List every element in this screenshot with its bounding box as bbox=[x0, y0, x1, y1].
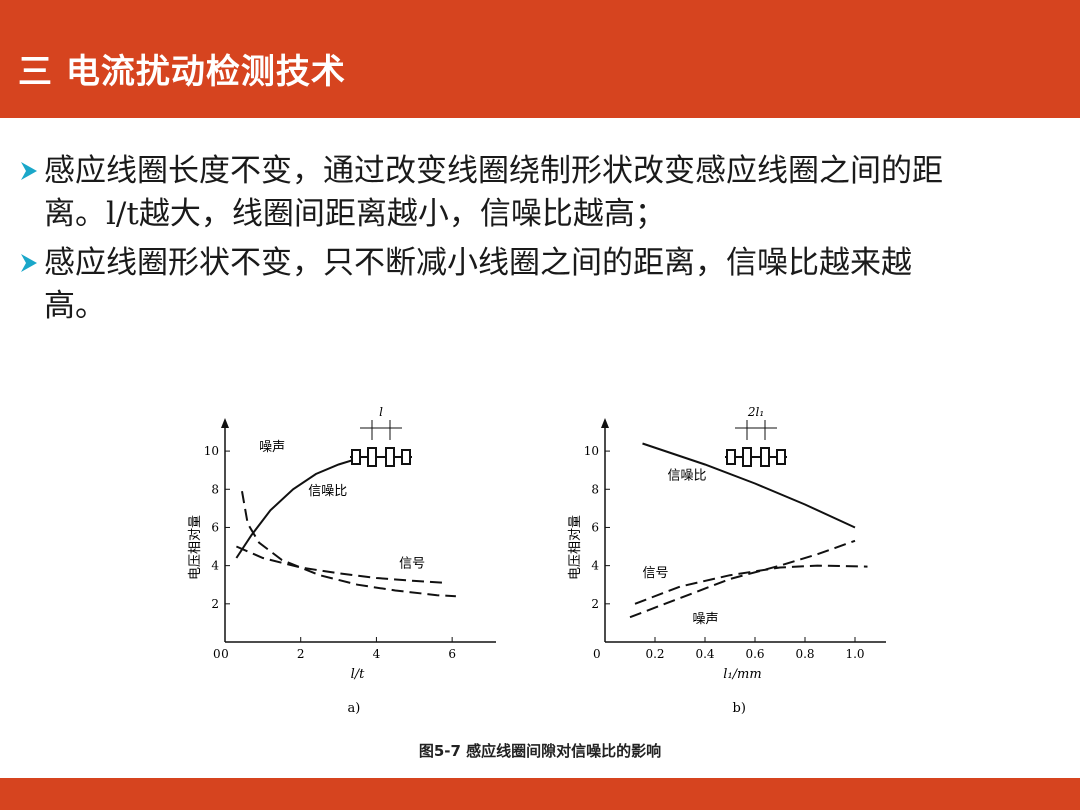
x-tick-label: 0.8 bbox=[795, 647, 814, 661]
x-tick-label: 1.0 bbox=[845, 647, 864, 661]
x-axis-label: l₁/mm bbox=[723, 667, 761, 682]
title-bar: 三 电流扰动检测技术 bbox=[0, 0, 1080, 118]
y-tick-label: 8 bbox=[591, 482, 599, 496]
coil-block-icon bbox=[367, 447, 377, 467]
origin-label: 0 bbox=[213, 647, 221, 661]
x-axis-label: l/t bbox=[351, 667, 366, 682]
series-line-信号 bbox=[634, 564, 868, 605]
subfigure-label: b) bbox=[733, 701, 746, 716]
series-line-噪声 bbox=[629, 539, 856, 619]
coil-block-icon bbox=[351, 449, 361, 465]
y-tick-label: 8 bbox=[211, 482, 219, 496]
y-tick-label: 4 bbox=[591, 559, 599, 573]
y-tick-label: 4 bbox=[211, 559, 219, 573]
origin-label: 0 bbox=[593, 647, 601, 661]
series-label: 信噪比 bbox=[668, 469, 707, 484]
x-tick-label: 2 bbox=[297, 647, 305, 661]
y-tick-label: 2 bbox=[591, 597, 599, 611]
arrow-bullet-icon bbox=[21, 162, 37, 180]
y-tick-label: 2 bbox=[211, 597, 219, 611]
series-line-信噪比 bbox=[235, 457, 358, 559]
coil-block-icon bbox=[760, 447, 770, 467]
x-tick-label: 6 bbox=[448, 647, 456, 661]
series-label: 噪声 bbox=[259, 440, 285, 455]
series-label: 信号 bbox=[643, 566, 669, 581]
x-tick-label: 4 bbox=[373, 647, 381, 661]
x-tick-label: 0 bbox=[221, 647, 229, 661]
footer-bar bbox=[0, 778, 1080, 810]
subfigure-label: a) bbox=[348, 701, 361, 716]
bullet-text: 感应线圈形状不变，只不断减小线圈之间的距离，信噪比越来越高。 bbox=[44, 245, 912, 324]
y-tick-label: 6 bbox=[211, 520, 219, 534]
y-tick-label: 10 bbox=[204, 444, 219, 458]
figure: 0 2 4 6 8 10 0 2 4 6 l/t 电压相对量 信噪比 噪声 信号 a) l 0 2 4 6 8 10 0.2 0… bbox=[180, 390, 900, 775]
coil-block-icon bbox=[742, 447, 752, 467]
y-axis-label: 电压相对量 bbox=[568, 515, 583, 580]
inset-label: 2l₁ bbox=[747, 405, 764, 419]
x-tick-label: 0.4 bbox=[695, 647, 714, 661]
series-label: 信噪比 bbox=[308, 484, 347, 499]
slide-title: 三 电流扰动检测技术 bbox=[18, 52, 346, 92]
y-axis-arrow-icon bbox=[601, 418, 609, 428]
coil-block-icon bbox=[776, 449, 786, 465]
figure-caption: 图5-7 感应线圈间隙对信噪比的影响 bbox=[418, 742, 662, 760]
x-tick-label: 0.2 bbox=[645, 647, 664, 661]
bullet-item: 感应线圈形状不变，只不断减小线圈之间的距离，信噪比越来越高。 bbox=[18, 242, 948, 328]
series-line-信噪比 bbox=[642, 442, 856, 529]
y-axis-arrow-icon bbox=[221, 418, 229, 428]
series-line-噪声 bbox=[241, 491, 456, 598]
y-tick-label: 10 bbox=[584, 444, 599, 458]
series-label: 信号 bbox=[399, 557, 425, 572]
coil-block-icon bbox=[385, 447, 395, 467]
x-tick-label: 0.6 bbox=[745, 647, 764, 661]
inset-label: l bbox=[379, 405, 383, 419]
bullet-item: 感应线圈长度不变，通过改变线圈绕制形状改变感应线圈之间的距离。l/t越大，线圈间… bbox=[18, 150, 948, 236]
bullet-list: 感应线圈长度不变，通过改变线圈绕制形状改变感应线圈之间的距离。l/t越大，线圈间… bbox=[18, 150, 948, 334]
bullet-text: 感应线圈长度不变，通过改变线圈绕制形状改变感应线圈之间的距离。l/t越大，线圈间… bbox=[44, 153, 943, 232]
series-line-信号 bbox=[236, 545, 445, 584]
y-axis-label: 电压相对量 bbox=[188, 515, 203, 580]
series-label: 噪声 bbox=[693, 612, 719, 627]
y-tick-label: 6 bbox=[591, 520, 599, 534]
coil-block-icon bbox=[401, 449, 411, 465]
arrow-bullet-icon bbox=[21, 254, 37, 272]
coil-block-icon bbox=[726, 449, 736, 465]
